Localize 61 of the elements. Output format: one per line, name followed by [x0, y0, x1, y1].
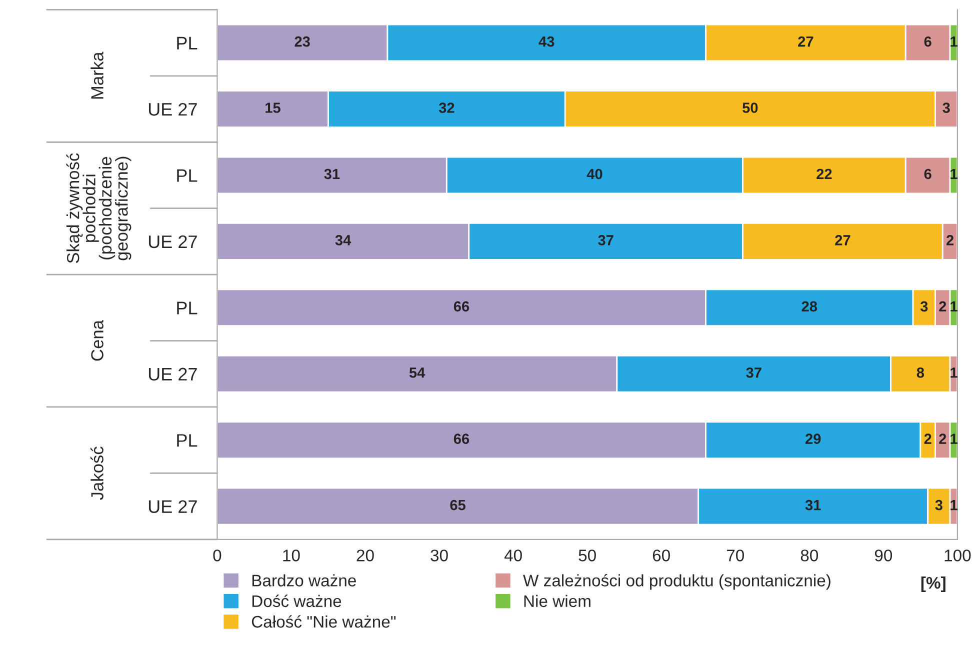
text: Jakość [90, 446, 104, 500]
data-label: 31 [805, 500, 821, 510]
x-tick-label: 60 [652, 550, 670, 562]
legend-label: Dość ważne [252, 594, 342, 608]
x-tick-label: 100 [944, 550, 971, 562]
data-label: 3 [942, 102, 950, 113]
data-label: 65 [450, 500, 466, 510]
x-tick-label: 30 [430, 550, 448, 562]
x-tick-label: 80 [800, 550, 818, 562]
data-label: 2 [946, 235, 954, 246]
text: Cena [91, 320, 104, 361]
data-label: 3 [935, 500, 942, 510]
x-axis-title: [%] [921, 576, 946, 592]
y-tick-label: UE 27 [148, 368, 197, 381]
data-label: 6 [924, 168, 932, 180]
data-label: 31 [324, 168, 340, 180]
data-label: 3 [920, 301, 928, 312]
x-tick-label: 50 [578, 550, 596, 562]
data-label: 6 [924, 36, 932, 47]
y-tick-label: PL [177, 36, 198, 50]
x-tick-label: 10 [283, 550, 300, 562]
data-label: 1 [950, 500, 958, 510]
legend-label: W zależności od produktu (spontanicznie) [523, 574, 830, 590]
data-label: 50 [742, 102, 758, 113]
legend-label: Bardzo ważne [252, 574, 356, 586]
data-label: 29 [805, 434, 821, 444]
data-label: 23 [294, 36, 310, 47]
x-tick-label: 90 [874, 550, 892, 562]
y-tick-label: UE 27 [148, 235, 197, 248]
data-label: 27 [835, 235, 850, 246]
data-label: 28 [802, 301, 818, 312]
data-label: 34 [335, 235, 352, 246]
data-label: 1 [950, 368, 958, 378]
y-tick-label: UE 27 [148, 102, 197, 116]
x-tick-label: 70 [726, 550, 744, 562]
data-label: 22 [816, 168, 832, 179]
data-label: 66 [454, 434, 470, 444]
y-tick-label: PL [177, 169, 198, 182]
text: Skąd żywność pochodzi (pochodzenie geograficzne) [66, 153, 132, 264]
legend-label: Całość "Nie ważne" [252, 615, 396, 628]
y-tick-label: PL [177, 434, 198, 447]
data-label: 37 [598, 235, 614, 246]
data-label: 2 [924, 434, 932, 444]
y-tick-label: PL [177, 302, 198, 314]
x-tick-label: 40 [504, 550, 522, 562]
data-label: 2 [939, 434, 946, 444]
y-tick-label: UE 27 [148, 500, 197, 514]
x-tick-label: 0 [213, 550, 222, 562]
x-tick-label: 20 [356, 550, 374, 562]
data-label: 2 [939, 301, 946, 312]
data-label: 43 [538, 36, 554, 47]
data-label: 32 [438, 102, 454, 113]
data-label: 40 [586, 168, 602, 180]
legend-label: Nie wiem [524, 594, 590, 608]
text: Marka [90, 52, 104, 99]
data-label: 8 [916, 367, 924, 378]
data-label: 27 [798, 36, 814, 47]
data-label: 15 [266, 102, 280, 113]
data-label: 37 [746, 367, 762, 378]
data-label: 66 [454, 301, 470, 312]
data-label: 54 [409, 368, 426, 378]
